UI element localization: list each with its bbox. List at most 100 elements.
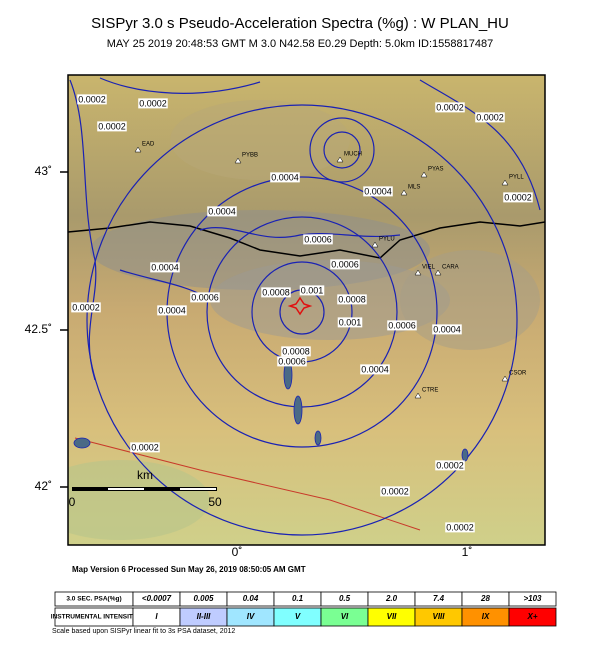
contour-label-bg (380, 486, 410, 497)
legend-value: VI (341, 612, 349, 621)
station-label: CARA (442, 265, 459, 271)
contour-label-bg (303, 234, 333, 245)
contour-label-bg (157, 305, 187, 316)
legend-value: VII (387, 612, 398, 621)
legend-value: 28 (480, 594, 490, 603)
contour-label-bg (77, 94, 107, 105)
title: SISPyr 3.0 s Pseudo-Acceleration Spectra… (91, 15, 509, 32)
legend-value: IX (482, 612, 490, 621)
contour-label: 0.001 (339, 317, 362, 327)
contour-label: 0.0002 (98, 121, 126, 131)
station-label: PYBB (242, 153, 258, 159)
contour-label-bg (435, 102, 465, 113)
station (501, 179, 509, 186)
contour-label: 0.0008 (338, 294, 366, 304)
epicenter (287, 296, 313, 316)
hills (170, 100, 350, 180)
contour-label-bg (261, 287, 291, 298)
contour-label: 0.0002 (436, 460, 464, 470)
lat-label: 43˚ (35, 164, 52, 178)
contour-label: 0.0006 (191, 292, 219, 302)
contour-label-bg (363, 186, 393, 197)
legend-header: 3.0 SEC. PSA(%g) (66, 596, 121, 603)
legend-value: 0.1 (292, 594, 304, 603)
station (434, 269, 442, 276)
border (68, 221, 545, 259)
contour-label: 0.0006 (304, 234, 332, 244)
station-label: MLS (408, 185, 420, 191)
scale-unit: km (137, 468, 153, 482)
contour-label-bg (97, 121, 127, 132)
contour-label: 0.0004 (271, 172, 299, 182)
contour-label: 0.0002 (476, 112, 504, 122)
contour-label-bg (503, 192, 533, 203)
contour-label-bg (432, 324, 462, 335)
contour-label: 0.0004 (364, 186, 392, 196)
contour-label-bg (281, 346, 311, 357)
contour-label-bg (270, 172, 300, 183)
lowland (68, 460, 210, 540)
contour-label: 0.0002 (72, 302, 100, 312)
legend-header: INSTRUMENTAL INTENSITY (51, 614, 138, 621)
contour-label-bg (130, 442, 160, 453)
contour-label: 0.0002 (78, 94, 106, 104)
legend-value: 2.0 (385, 594, 398, 603)
legend-value: II-III (197, 612, 212, 621)
contour-label: 0.0008 (262, 287, 290, 297)
contour-label-bg (190, 292, 220, 303)
contour-label: 0.0002 (446, 522, 474, 532)
contour-label: 0.001 (301, 285, 324, 295)
station (134, 146, 142, 153)
contour-label-bg (299, 285, 325, 296)
station-label: PYLL (509, 175, 524, 181)
contour-label-bg (435, 460, 465, 471)
contour-label: 0.0006 (331, 259, 359, 269)
scale-bar (108, 488, 144, 490)
contour-label-bg (138, 98, 168, 109)
station-label: EAD (142, 142, 155, 148)
legend-note: Scale based upon SISPyr linear fit to 3s… (52, 628, 235, 635)
lon-label: 0˚ (232, 545, 243, 559)
contour-label: 0.0002 (139, 98, 167, 108)
legend-value: >103 (523, 594, 542, 603)
fault-line (74, 437, 421, 531)
legend-cell (508, 591, 557, 607)
contour-label: 0.0008 (282, 346, 310, 356)
legend-value: X+ (526, 612, 537, 621)
contour-label-bg (360, 364, 390, 375)
scale-label: 0 (69, 495, 76, 509)
contour-label-bg (150, 262, 180, 273)
contour-label: 0.0006 (278, 356, 306, 366)
legend-value: 7.4 (433, 594, 445, 603)
lon-label: 1˚ (462, 545, 473, 559)
station (400, 189, 408, 196)
station-label: MUCH (344, 152, 362, 158)
lakes (73, 360, 469, 462)
contour-label-bg (330, 259, 360, 270)
legend-value: IV (247, 612, 255, 621)
legend-value: VIII (432, 612, 445, 621)
contour-label: 0.0004 (208, 206, 236, 216)
contour-label-bg (337, 294, 367, 305)
contour-label: 0.0002 (131, 442, 159, 452)
mountains (210, 260, 450, 340)
legend-value: V (295, 612, 301, 621)
legend-value: 0.005 (193, 594, 214, 603)
contour-label: 0.0004 (158, 305, 186, 315)
mountains (400, 250, 540, 350)
contour-label-bg (71, 302, 101, 313)
contour-label: 0.0004 (433, 324, 461, 334)
legend-value: 0.5 (339, 594, 351, 603)
contour-label: 0.0002 (381, 486, 409, 496)
station (501, 375, 509, 382)
station-label: PYAS (428, 167, 444, 173)
scale-label: 50 (208, 495, 222, 509)
contour-label-bg (207, 206, 237, 217)
legend-value: <0.0007 (142, 594, 172, 603)
contour-label-bg (337, 317, 363, 328)
station (420, 171, 428, 178)
contour-label: 0.0004 (151, 262, 179, 272)
map-frame (67, 74, 546, 546)
scale-bar (72, 487, 217, 491)
station-label: CTRE (422, 388, 438, 394)
